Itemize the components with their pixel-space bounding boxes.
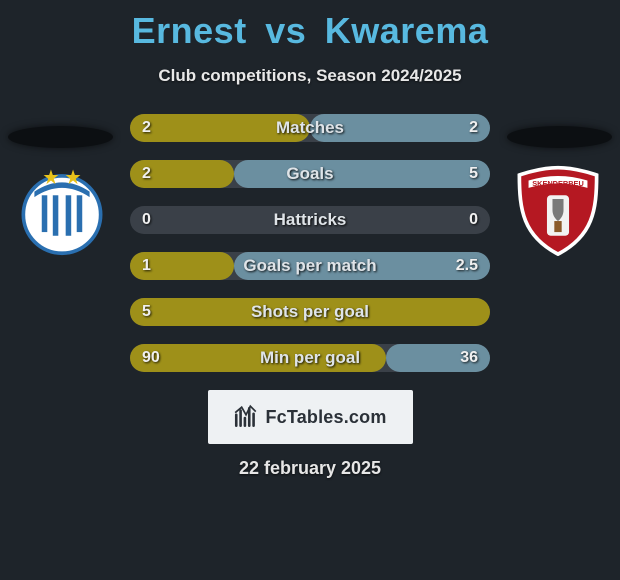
value-left: 5 xyxy=(130,298,163,326)
stat-row: 0 0Hattricks xyxy=(130,206,490,234)
value-left: 2 xyxy=(130,114,163,142)
value-left: 90 xyxy=(130,344,172,372)
subtitle: Club competitions, Season 2024/2025 xyxy=(0,66,620,86)
team-crest-left xyxy=(16,164,108,256)
value-left: 0 xyxy=(130,206,163,234)
vs-label: vs xyxy=(265,10,306,51)
player2-name: Kwarema xyxy=(325,10,489,51)
value-right: 5 xyxy=(457,160,490,188)
brand-label: FcTables.com xyxy=(265,407,386,428)
chart-area: SKENDERBEU 22Matches25Goals00Hattricks12… xyxy=(0,104,620,384)
comparison-bars: 22Matches25Goals00Hattricks12.5Goals per… xyxy=(130,114,490,390)
value-right: 0 xyxy=(457,206,490,234)
value-right: 2.5 xyxy=(444,252,490,280)
stat-row: 9036Min per goal xyxy=(130,344,490,372)
stat-row: 12.5Goals per match xyxy=(130,252,490,280)
crest-shadow-left xyxy=(8,126,113,148)
stat-label: Hattricks xyxy=(130,206,490,234)
value-right: 2 xyxy=(457,114,490,142)
comparison-title: Ernest vs Kwarema xyxy=(0,0,620,52)
stat-row: 5Shots per goal xyxy=(130,298,490,326)
brand-badge: FcTables.com xyxy=(208,390,413,444)
value-left: 1 xyxy=(130,252,163,280)
bar-left xyxy=(130,298,490,326)
svg-text:SKENDERBEU: SKENDERBEU xyxy=(532,179,584,188)
team-crest-right: SKENDERBEU xyxy=(512,164,604,256)
crest-shadow-right xyxy=(507,126,612,148)
brand-icon xyxy=(233,404,259,430)
player1-name: Ernest xyxy=(132,10,247,51)
bar-right xyxy=(234,160,490,188)
value-left: 2 xyxy=(130,160,163,188)
stat-row: 25Goals xyxy=(130,160,490,188)
footer-date: 22 february 2025 xyxy=(0,458,620,479)
value-right: 36 xyxy=(448,344,490,372)
stat-row: 22Matches xyxy=(130,114,490,142)
